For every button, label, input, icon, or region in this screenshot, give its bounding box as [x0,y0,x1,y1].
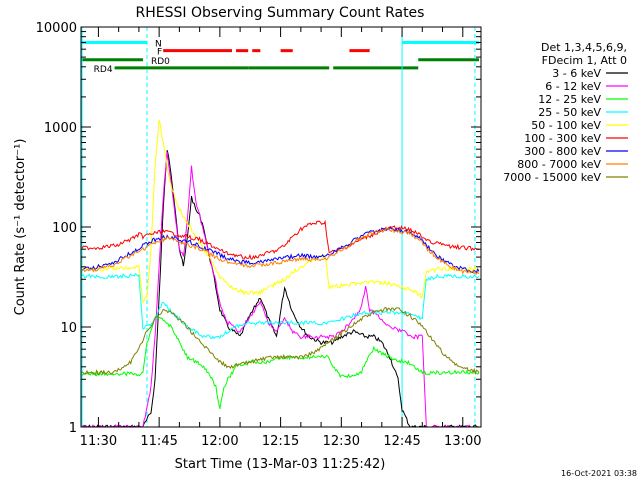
y-tick-label: 1000 [44,121,77,136]
state-bar-label-f: F [157,48,162,58]
x-tick-label: 12:00 [201,434,238,449]
chart-title: RHESSI Observing Summary Count Rates [136,5,425,21]
series-100-300-kev [81,219,480,260]
legend-label-800-7000-kev: 800 - 7000 keV [517,158,601,171]
y-tick-label: 10000 [36,21,77,36]
x-tick-label: 12:30 [323,434,360,449]
series-6-12-kev [81,151,479,427]
state-bar-label-n: N [155,39,162,49]
legend-label-3-6-kev: 3 - 6 keV [552,67,601,80]
series-50-100-kev [81,119,480,304]
series-7000-15000-kev [81,307,480,376]
legend-header-line: Det 1,3,4,5,6,9, [541,41,627,54]
series-800-7000-kev [82,227,480,275]
legend-header-line: FDecim 1, Att 0 [542,54,627,67]
x-tick-label: 12:15 [262,434,299,449]
y-tick-label: 1 [69,421,77,436]
legend-label-100-300-kev: 100 - 300 keV [524,132,601,145]
legend-label-12-25-kev: 12 - 25 keV [538,93,601,106]
series-lines [81,119,480,427]
series-25-50-kev [82,273,480,340]
x-tick-label: 11:30 [80,434,117,449]
legend-label-300-800-kev: 300 - 800 keV [524,145,601,158]
legend-label-6-12-kev: 6 - 12 keV [545,80,601,93]
y-axis-label: Count Rate (s⁻¹ detector⁻¹) [13,139,28,316]
state-bars [82,40,479,70]
x-tick-label: 11:45 [140,434,177,449]
x-axis-label: Start Time (13-Mar-03 11:25:42) [175,457,386,472]
legend: Det 1,3,4,5,6,9,FDecim 1, Att 03 - 6 keV… [503,41,628,184]
x-axis-ticks: 11:30 11:45 12:00 12:15 12:30 12:45 13:00 [80,27,482,449]
legend-label-50-100-kev: 50 - 100 keV [531,119,601,132]
series-12-25-kev [81,316,480,410]
state-bar-label-rd4: RD4 [94,65,113,75]
legend-label-25-50-kev: 25 - 50 keV [538,106,601,119]
x-tick-label: 13:00 [444,434,481,449]
y-tick-label: 100 [52,221,77,236]
y-axis-ticks: 1 10 100 1000 10000 [36,21,481,436]
y-tick-label: 10 [60,321,77,336]
x-tick-label: 12:45 [383,434,420,449]
state-bar-label-rd0: RD0 [151,57,170,67]
timestamp: 16-Oct-2021 03:38 [561,469,637,478]
legend-label-7000-15000-kev: 7000 - 15000 keV [503,171,601,184]
